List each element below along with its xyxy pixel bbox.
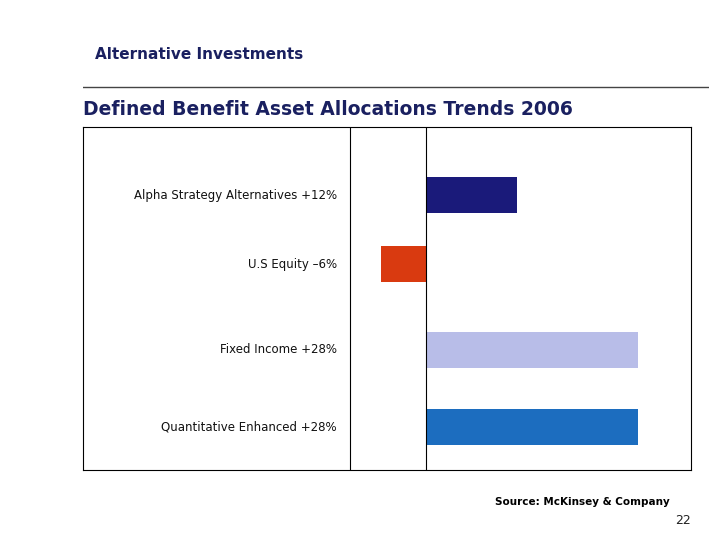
Bar [426,332,638,368]
Text: 22: 22 [675,514,691,526]
Text: Alternative Investments: Alternative Investments [95,46,304,62]
Text: M&I.: M&I. [25,35,58,49]
Bar [381,246,426,282]
Text: Alpha Strategy Alternatives +12%: Alpha Strategy Alternatives +12% [134,189,337,202]
Text: Source: McKinsey & Company: Source: McKinsey & Company [495,497,670,507]
Text: U.S Equity –6%: U.S Equity –6% [248,258,337,271]
Text: Quantitative Enhanced +28%: Quantitative Enhanced +28% [161,421,337,434]
Text: Fixed Income +28%: Fixed Income +28% [220,343,337,356]
Bar [426,178,517,213]
Text: Defined Benefit Asset Allocations Trends 2006: Defined Benefit Asset Allocations Trends… [83,100,572,119]
Bar [426,409,638,445]
